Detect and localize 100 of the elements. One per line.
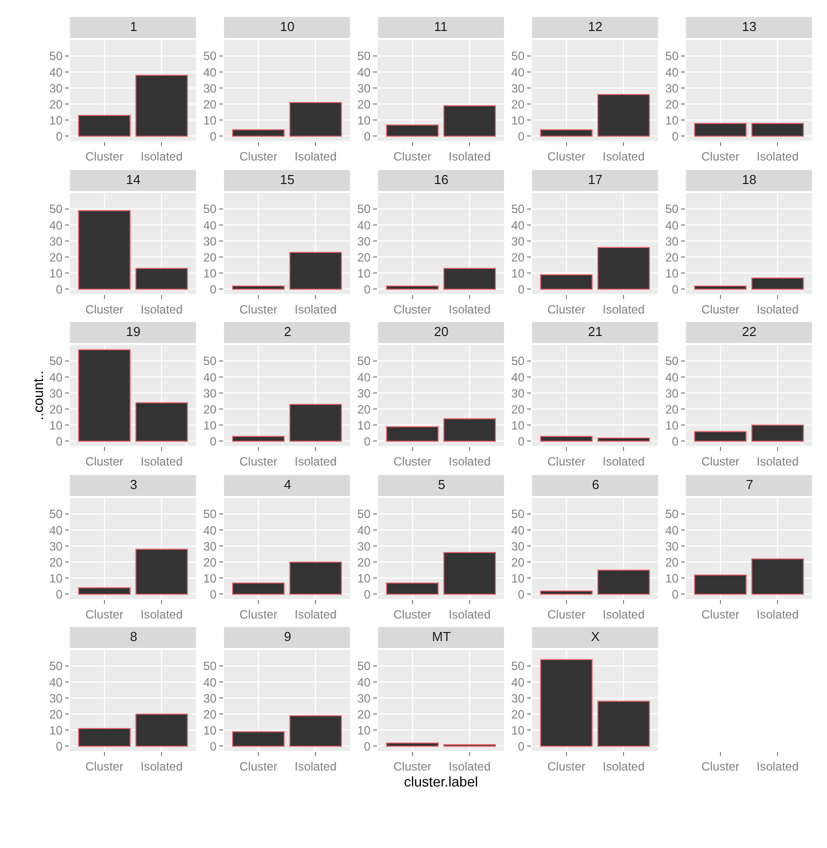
y-tick-label: 0 [56,740,63,754]
y-axis-title: ..count.. [30,370,46,421]
chart-title: 2 [284,324,292,340]
x-tick-label: Isolated [756,149,799,164]
y-tick-label: 0 [56,129,63,144]
y-tick-label: 50 [357,354,371,368]
x-tick-label: Isolated [140,607,183,622]
y-tick-label: 30 [357,81,371,96]
y-tick-label: 30 [665,386,679,400]
y-tick-label: 0 [518,282,525,296]
y-tick-label: 50 [203,354,217,368]
y-tick-label: 50 [511,202,525,216]
x-tick-label: Isolated [756,302,799,316]
y-tick-label: 10 [665,418,679,433]
y-tick-label: 50 [665,507,679,522]
y-tick-label: 0 [364,587,371,602]
chart-title: 15 [280,172,294,187]
chart-title: 6 [592,476,600,492]
x-tick-label: Cluster [85,149,124,164]
y-tick-label: 20 [511,708,525,722]
x-tick-label: Cluster [393,149,432,164]
x-tick-label: Isolated [448,149,491,164]
y-tick-label: 40 [357,370,371,384]
chart-title: 7 [746,476,754,492]
y-tick-label: 0 [518,434,525,449]
y-tick-label: 10 [357,113,371,128]
x-tick-label: Cluster [547,149,586,164]
x-axis-title: cluster.label [404,774,478,790]
y-tick-label: 10 [357,724,371,738]
y-tick-label: 50 [357,202,371,216]
y-tick-label: 10 [49,113,63,128]
y-tick-label: 50 [49,49,63,64]
y-tick-label: 20 [49,97,63,112]
y-tick-label: 10 [49,724,63,738]
x-tick-label: Cluster [393,302,432,316]
y-tick-label: 30 [49,539,63,554]
y-tick-label: 0 [210,740,217,754]
y-tick-label: 10 [203,571,217,586]
y-tick-label: 10 [511,571,525,586]
y-tick-label: 30 [203,386,217,400]
chart-title: 5 [438,476,446,492]
y-tick-label: 0 [364,129,371,144]
x-tick-label: Isolated [294,454,337,469]
y-tick-label: 40 [203,370,217,384]
y-tick-label: 40 [203,523,217,538]
y-tick-label: 0 [672,129,679,144]
y-tick-label: 40 [665,370,679,384]
x-tick-label: Cluster [547,607,586,622]
y-tick-label: 10 [49,266,63,280]
y-tick-label: 40 [203,218,217,232]
y-tick-label: 20 [511,250,525,264]
y-tick-label: 40 [49,65,63,80]
chart-title: MT [432,629,451,644]
y-tick-label: 0 [210,129,217,144]
y-tick-label: 40 [665,523,679,538]
y-tick-label: 30 [357,692,371,706]
y-tick-label: 10 [357,266,371,280]
y-tick-label: 20 [49,402,63,417]
y-tick-label: 20 [203,250,217,264]
chart-title: 17 [588,172,602,187]
x-tick-label: Isolated [294,607,337,622]
x-tick-label: Isolated [140,454,183,469]
y-tick-label: 50 [511,354,525,368]
x-tick-label: Isolated [448,302,491,316]
y-tick-label: 0 [210,282,217,296]
chart-title: 14 [126,172,140,187]
x-tick-label: Isolated [756,607,799,622]
y-tick-label: 40 [49,218,63,232]
y-tick-label: 50 [357,507,371,522]
y-tick-label: 10 [203,266,217,280]
chart-title: 11 [434,19,448,34]
y-tick-label: 10 [511,724,525,738]
y-tick-label: 30 [203,234,217,248]
y-tick-label: 0 [364,282,371,296]
y-tick-label: 40 [49,370,63,384]
x-tick-label: Cluster [85,607,124,622]
x-tick-label: Isolated [602,607,645,622]
x-tick-label: Isolated [602,760,645,774]
chart-title: 9 [284,629,292,644]
x-tick-label: Cluster [393,607,432,622]
x-tick-label: Cluster [239,149,278,164]
x-tick-label: Isolated [140,760,183,774]
y-tick-label: 30 [511,386,525,400]
y-tick-label: 30 [357,386,371,400]
chart-title: 13 [742,19,756,34]
chart-title: X [591,629,600,644]
y-tick-label: 0 [672,434,679,449]
chart-title: 16 [434,172,448,187]
y-tick-label: 0 [56,587,63,602]
y-tick-label: 20 [357,555,371,570]
chart-title: 8 [130,629,138,644]
y-tick-label: 30 [49,81,63,96]
y-tick-label: 30 [203,539,217,554]
y-tick-label: 0 [672,282,679,296]
x-tick-label: Cluster [85,302,124,316]
y-tick-label: 20 [665,250,679,264]
y-tick-label: 10 [357,571,371,586]
y-tick-label: 10 [49,418,63,433]
y-tick-label: 50 [49,507,63,522]
y-tick-label: 20 [511,555,525,570]
